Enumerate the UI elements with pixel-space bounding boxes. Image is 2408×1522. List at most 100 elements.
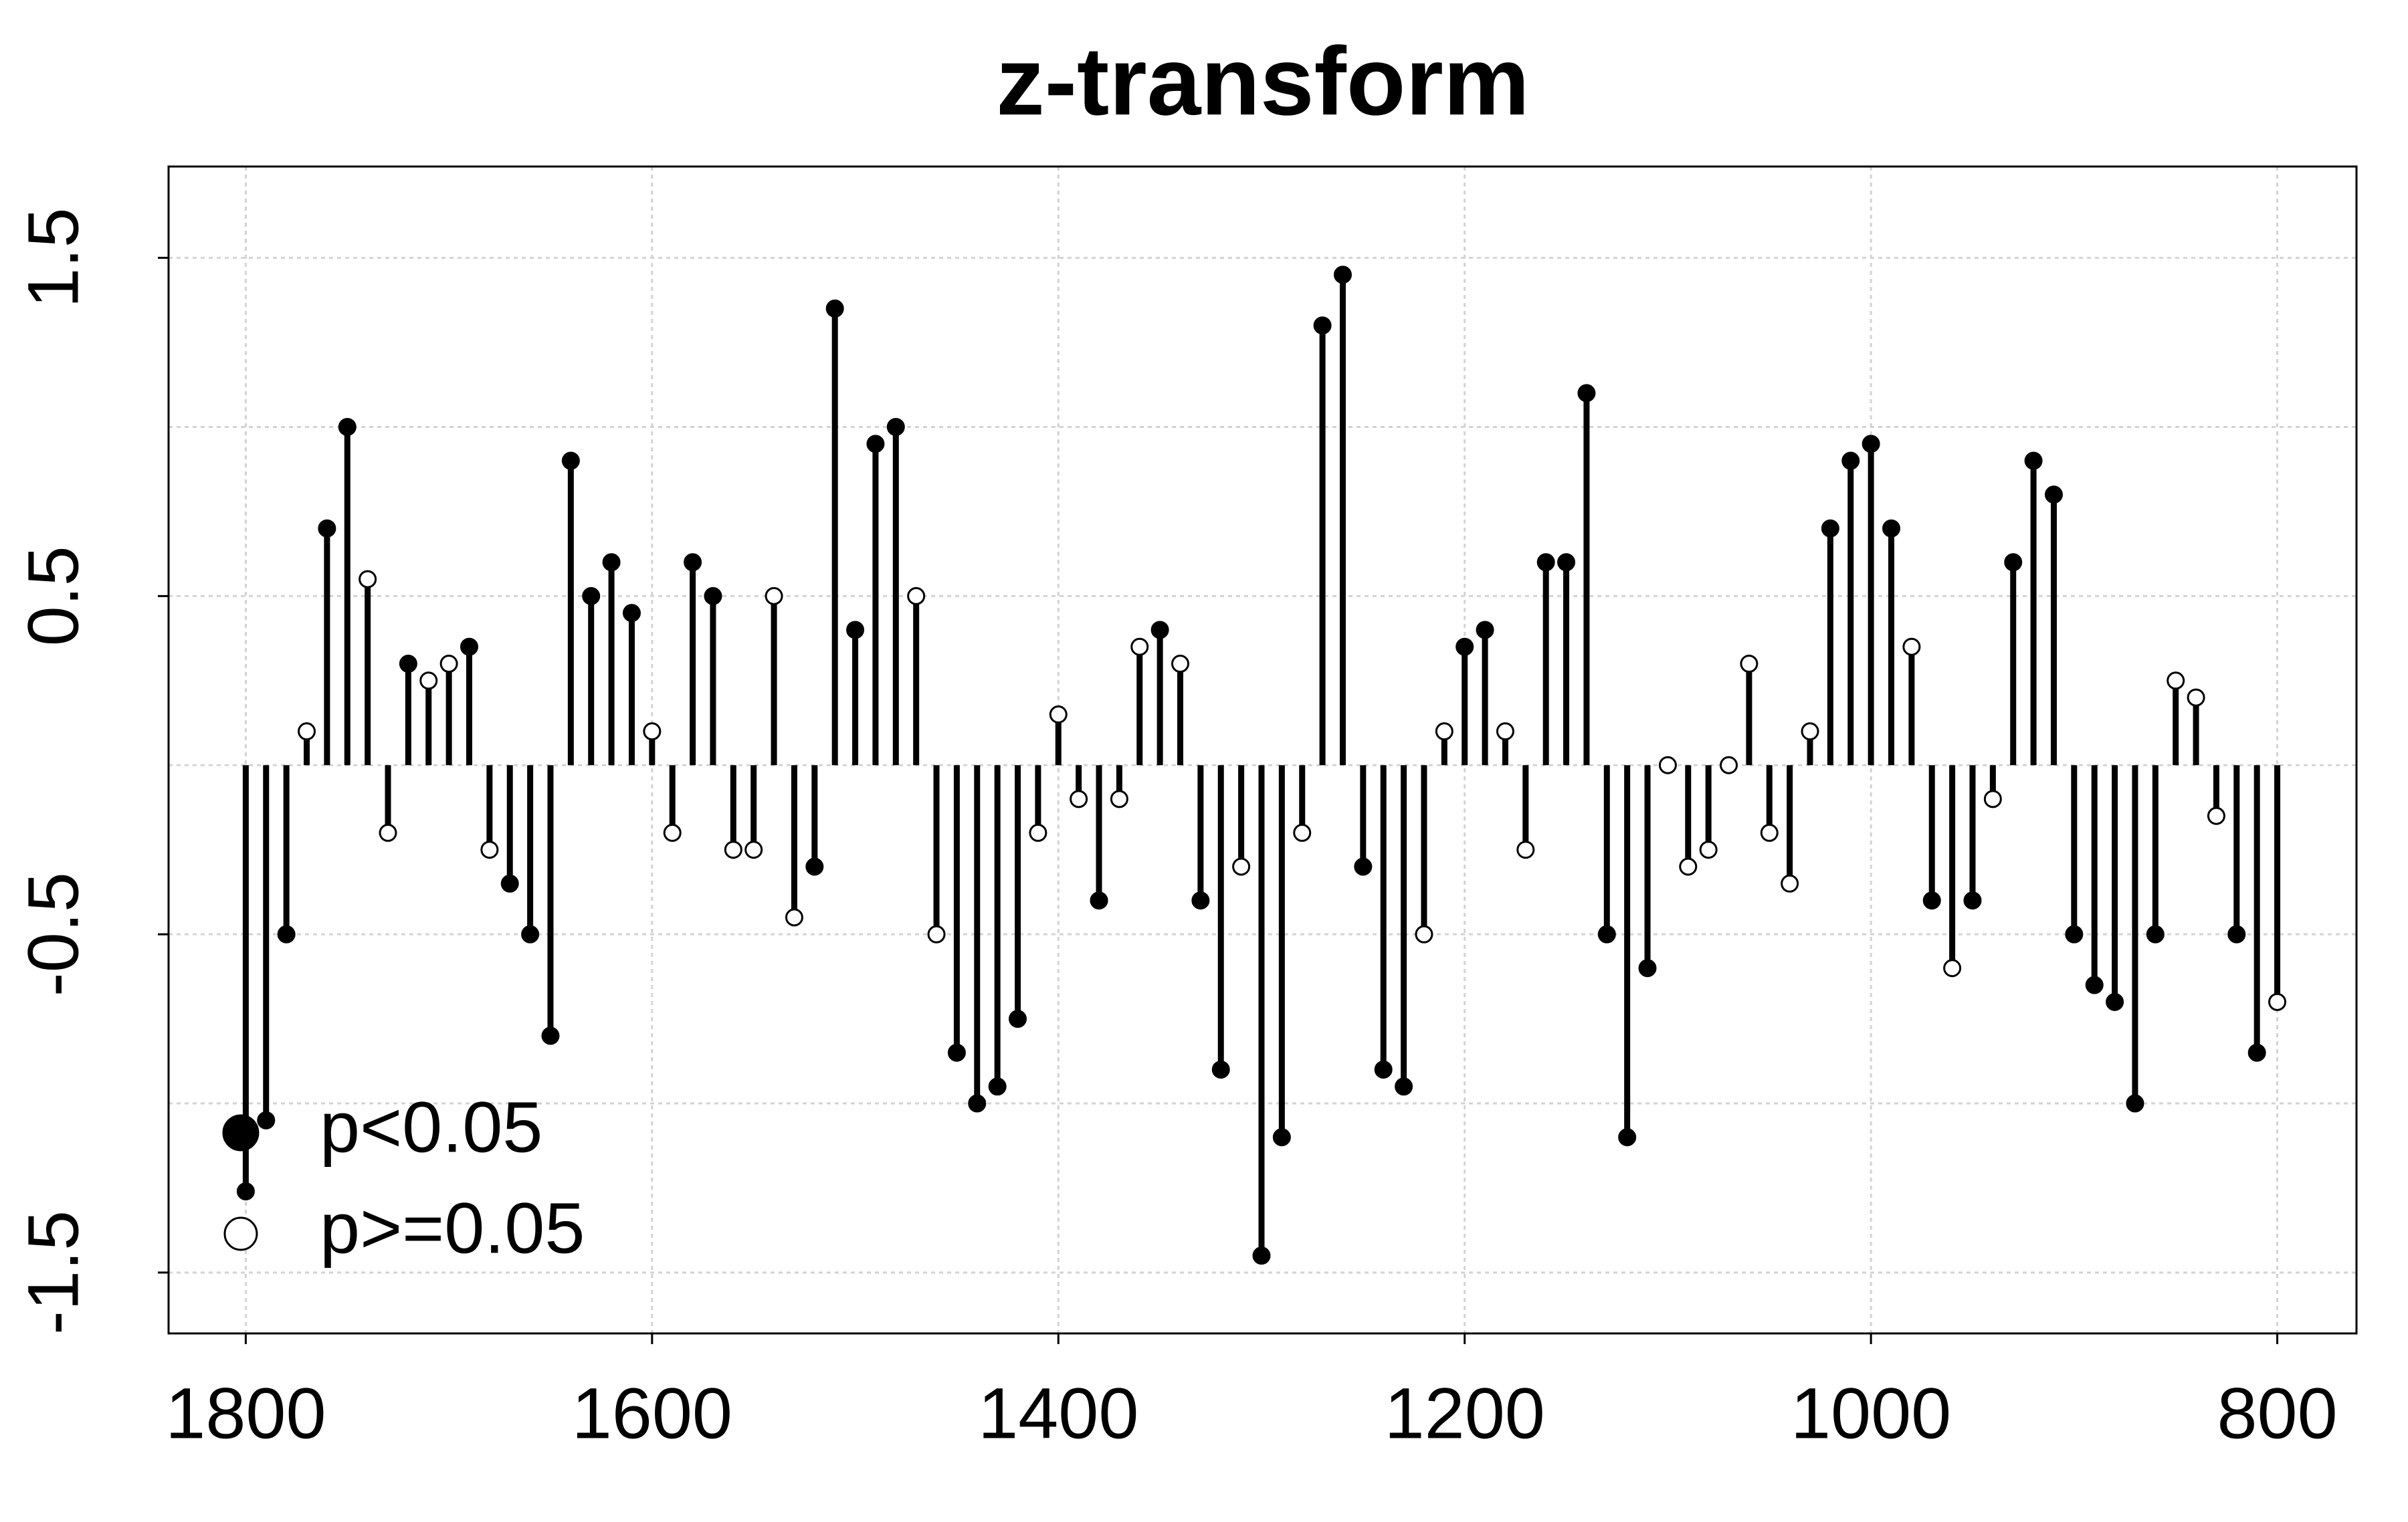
point: [927, 925, 946, 944]
point: [1191, 891, 1210, 910]
point: [1252, 1246, 1271, 1265]
chart-title: z-transform: [996, 27, 1530, 135]
point: [2085, 976, 2104, 994]
point: [866, 435, 885, 453]
point: [1049, 705, 1068, 724]
point: [805, 857, 824, 876]
point: [257, 1111, 276, 1129]
point: [1150, 621, 1169, 639]
x-tick-label: 1200: [1385, 1373, 1545, 1454]
point: [1374, 1060, 1393, 1079]
point: [846, 621, 865, 639]
plot-frame: [167, 165, 2358, 1335]
y-tick-label: 0.5: [13, 546, 94, 646]
point: [236, 1182, 255, 1201]
point: [2268, 992, 2287, 1011]
point: [1841, 451, 1860, 470]
x-tick-label: 1000: [1791, 1373, 1951, 1454]
legend-marker: [223, 1216, 258, 1251]
point: [1679, 857, 1698, 876]
point: [1638, 959, 1657, 978]
point: [1090, 891, 1108, 910]
point: [1009, 1010, 1027, 1028]
point: [1577, 384, 1596, 403]
point: [1415, 925, 1433, 944]
point: [439, 655, 458, 673]
series: [236, 265, 2266, 1265]
point: [1516, 841, 1535, 859]
point: [1029, 823, 1047, 842]
point: [2247, 1043, 2266, 1062]
point: [968, 1094, 987, 1113]
point: [318, 519, 336, 538]
point: [1821, 519, 1839, 538]
point: [1456, 637, 1474, 656]
point: [1557, 553, 1576, 572]
point: [2065, 925, 2084, 944]
point: [1130, 637, 1149, 656]
point: [1862, 435, 1880, 453]
point: [480, 841, 499, 859]
point: [2227, 925, 2246, 944]
x-tick-label: 800: [2217, 1373, 2337, 1454]
point: [1963, 891, 1982, 910]
point: [1070, 790, 1088, 808]
y-tick-label: 1.5: [13, 207, 94, 308]
point: [1395, 1077, 1413, 1096]
point: [338, 417, 357, 436]
point: [663, 823, 682, 842]
x-tick-label: 1600: [572, 1373, 732, 1454]
point: [1496, 722, 1514, 741]
point: [582, 586, 601, 605]
point: [1272, 1128, 1291, 1147]
point: [1435, 722, 1453, 741]
point: [541, 1026, 560, 1045]
point: [744, 841, 763, 859]
point: [500, 874, 519, 893]
point: [1983, 790, 2002, 808]
point: [622, 604, 641, 623]
point: [277, 925, 296, 944]
point: [1902, 637, 1921, 656]
point: [724, 841, 742, 859]
point: [2024, 451, 2043, 470]
point: [988, 1077, 1007, 1096]
point: [2106, 992, 2124, 1011]
point: [1781, 874, 1799, 893]
point: [1699, 841, 1718, 859]
point: [1293, 823, 1312, 842]
point: [1211, 1060, 1230, 1079]
point: [886, 417, 905, 436]
point: [419, 671, 438, 690]
point: [1597, 925, 1616, 944]
point: [785, 908, 803, 927]
point: [907, 586, 926, 605]
series: [298, 570, 2287, 1011]
point: [1313, 316, 1332, 335]
point: [561, 451, 580, 470]
point: [1720, 756, 1738, 774]
point: [1110, 790, 1128, 808]
point: [1476, 621, 1494, 639]
point: [602, 553, 621, 572]
point: [2146, 925, 2165, 944]
point: [1943, 959, 1962, 978]
point: [399, 655, 417, 673]
point: [1618, 1128, 1637, 1147]
legend-label: p>=0.05: [320, 1188, 585, 1269]
point: [643, 722, 662, 741]
point: [1882, 519, 1900, 538]
point: [1658, 756, 1677, 774]
point: [359, 570, 377, 588]
point: [2207, 806, 2225, 825]
point: [1760, 823, 1779, 842]
point: [2187, 688, 2205, 707]
point: [1801, 722, 1819, 741]
point: [704, 586, 722, 605]
point: [1232, 857, 1251, 876]
point: [1922, 891, 1941, 910]
point: [2044, 485, 2063, 504]
point: [1354, 857, 1373, 876]
legend-marker: [222, 1114, 260, 1152]
